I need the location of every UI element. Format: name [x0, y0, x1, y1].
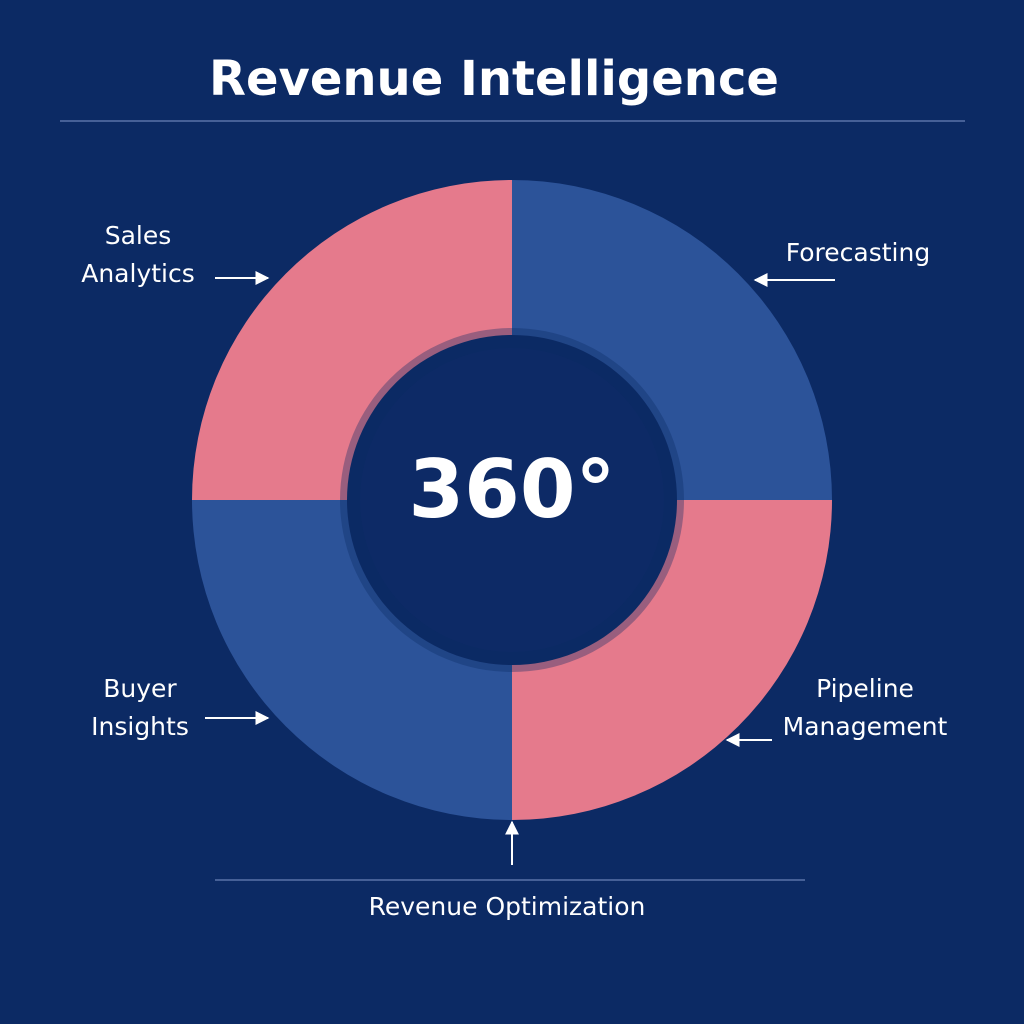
ring — [192, 180, 832, 820]
node-label: Buyer — [103, 674, 177, 703]
node-label: Forecasting — [786, 238, 930, 267]
node-label: Insights — [91, 712, 189, 741]
quadrant-sales — [192, 180, 512, 500]
labels: Sales Analytics Forecasting Buyer Insights Pi… — [81, 221, 947, 741]
arrows — [205, 271, 835, 865]
title: Revenue Intelligence — [209, 51, 779, 107]
node-label: Analytics — [81, 259, 195, 288]
center-label: 360° — [409, 443, 616, 536]
node-label: Pipeline — [816, 674, 914, 703]
footer-label: Revenue Optimization — [369, 892, 646, 921]
quadrant-buyer — [192, 500, 512, 820]
quadrant-forecasting — [512, 180, 832, 500]
inner-circle — [360, 348, 664, 652]
quadrant-pipeline — [512, 500, 832, 820]
node-label: Sales — [105, 221, 172, 250]
node-label: Management — [783, 712, 948, 741]
